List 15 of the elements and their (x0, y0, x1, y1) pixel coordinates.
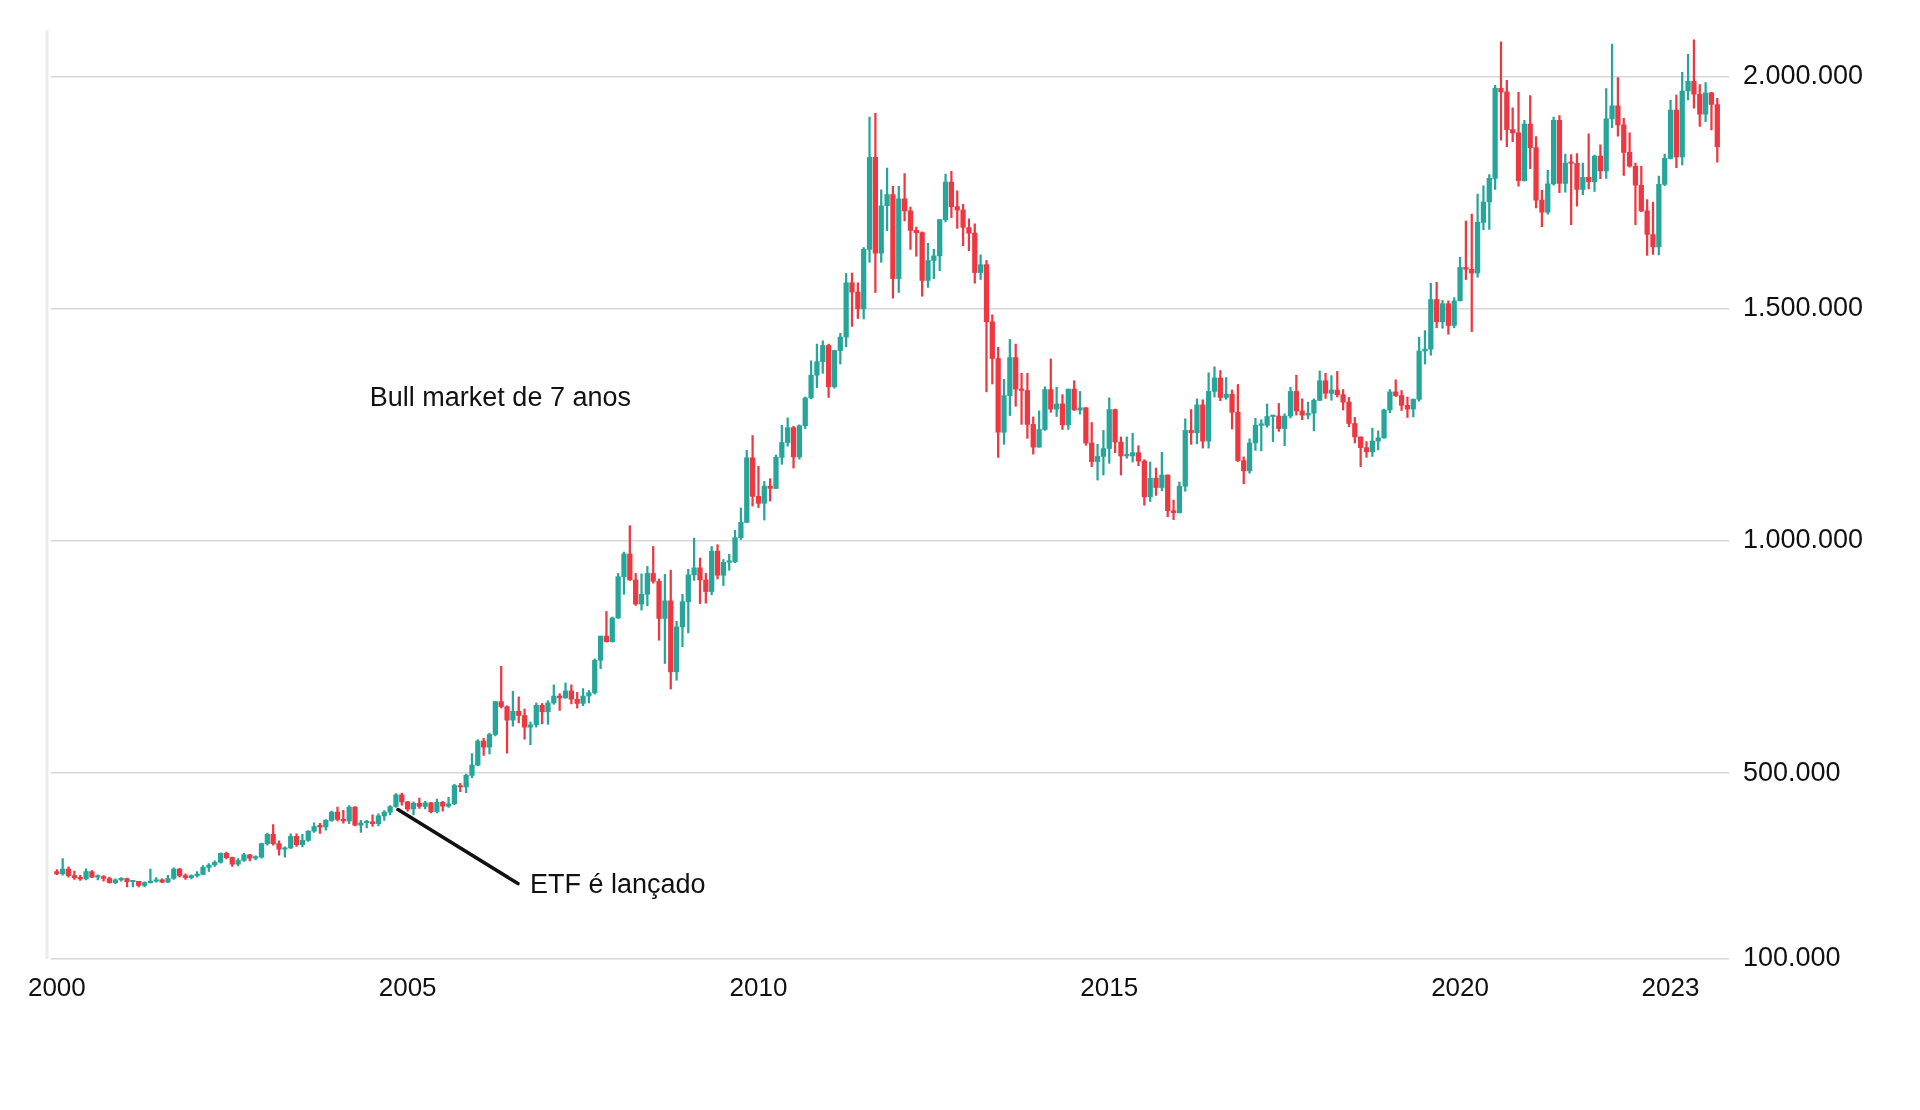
y-tick-label: 1.500.000 (1743, 292, 1864, 323)
y-tick-label: 1.000.000 (1743, 524, 1864, 555)
x-tick-label: 2015 (1080, 971, 1139, 1002)
y-tick-label: 100.000 (1743, 942, 1841, 973)
annotation: ETF é lançado (529, 869, 706, 900)
candlestick (603, 611, 610, 643)
y-tick-label: 2.000.000 (1743, 60, 1864, 91)
y-tick-label: 500.000 (1743, 756, 1841, 787)
x-tick-label: 2000 (27, 971, 86, 1002)
x-tick-label: 2005 (378, 971, 437, 1002)
x-tick-label: 2023 (1641, 971, 1700, 1002)
annotation: Bull market de 7 anos (369, 382, 631, 413)
x-tick-label: 2020 (1431, 971, 1489, 1002)
x-tick-label: 2010 (729, 971, 788, 1002)
candlestick (1328, 375, 1335, 401)
